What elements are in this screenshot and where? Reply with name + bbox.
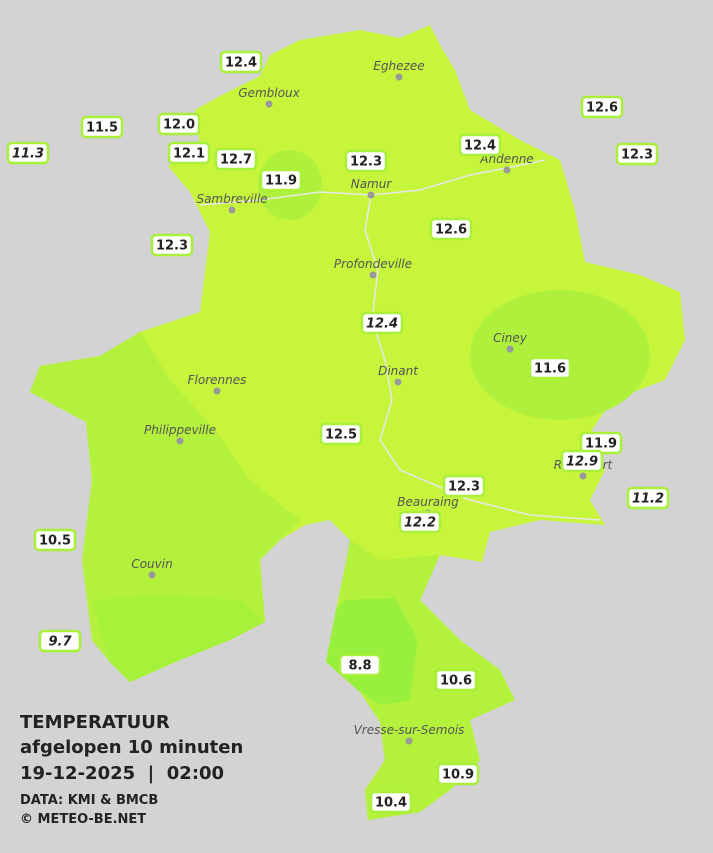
town-label: Namur [351, 177, 393, 191]
subtitle: afgelopen 10 minuten [20, 737, 243, 758]
town-dot [579, 472, 587, 480]
town-label: Profondeville [334, 257, 412, 271]
town-dot [395, 73, 403, 81]
town-dot [506, 345, 514, 353]
town-dot [148, 571, 156, 579]
town-label: Florennes [188, 373, 247, 387]
station-value: 12.6 [435, 223, 467, 238]
town-dot [369, 271, 377, 279]
station-value: 12.9 [566, 455, 598, 470]
town-dot [228, 206, 236, 214]
station-box [442, 474, 486, 498]
station-box [338, 653, 382, 677]
town-label: Beauraing [397, 495, 459, 509]
town-label: Couvin [131, 557, 172, 571]
station-value: 12.3 [350, 155, 382, 170]
town-label: Eghezee [373, 59, 424, 73]
river [199, 159, 601, 521]
station-box [167, 141, 211, 165]
station-box [6, 141, 50, 165]
station-value: 12.4 [366, 317, 398, 332]
station-box [458, 133, 502, 157]
station-box [80, 115, 124, 139]
station-value: 10.6 [440, 674, 472, 689]
station-box [33, 528, 77, 552]
station-box [615, 142, 659, 166]
datetime: 19-12-2025 | 02:00 [20, 763, 224, 784]
title: TEMPERATUUR [20, 712, 170, 733]
station-box [214, 147, 258, 171]
station-value: 12.0 [163, 118, 195, 133]
station-value: 9.7 [48, 635, 72, 650]
town-dot [367, 191, 375, 199]
station-value: 10.9 [442, 768, 474, 783]
source: DATA: KMI & BMCB [20, 793, 158, 808]
station-box [369, 790, 413, 814]
station-value: 10.5 [39, 534, 71, 549]
station-value: 11.5 [86, 121, 118, 136]
station-value: 12.1 [173, 147, 205, 162]
station-value: 11.3 [12, 147, 44, 162]
town-label: Vresse-sur-Semois [354, 723, 465, 737]
station-box [528, 356, 572, 380]
station-box [319, 422, 363, 446]
town-label: Sambreville [196, 192, 267, 206]
credit: © METEO-BE.NET [20, 812, 146, 827]
town-dot [503, 166, 511, 174]
station-value: 8.8 [348, 659, 371, 674]
station-box [626, 486, 670, 510]
station-value: 12.3 [448, 480, 480, 495]
town-label: Gembloux [238, 86, 300, 100]
station-box [436, 762, 480, 786]
station-value: 12.4 [464, 139, 496, 154]
station-value: 11.9 [265, 174, 297, 189]
station-value: 12.4 [225, 56, 257, 71]
town-dot [213, 387, 221, 395]
town-dot [176, 437, 184, 445]
station-box [429, 217, 473, 241]
station-box [38, 629, 82, 653]
station-box [259, 168, 303, 192]
cool-zone [30, 332, 300, 682]
cool-zone [326, 598, 418, 705]
station-box [398, 510, 442, 534]
station-box [150, 233, 194, 257]
station-value: 12.3 [621, 148, 653, 163]
station-value: 11.9 [585, 437, 617, 452]
station-box [560, 449, 604, 473]
town-label: Dinant [378, 364, 419, 378]
station-value: 11.6 [534, 362, 566, 377]
cool-zone [470, 290, 650, 420]
town-dot [394, 378, 402, 386]
town-dot [405, 737, 413, 745]
station-box [434, 668, 478, 692]
station-box [219, 50, 263, 74]
station-value: 12.6 [586, 101, 618, 116]
station-value: 12.5 [325, 428, 357, 443]
station-box [157, 112, 201, 136]
station-value: 10.4 [375, 796, 407, 811]
town-dot [265, 100, 273, 108]
station-value: 12.3 [156, 239, 188, 254]
station-value: 11.2 [632, 492, 664, 507]
station-value: 12.2 [404, 516, 436, 531]
town-label: Philippeville [144, 423, 216, 437]
cool-zone [92, 595, 265, 682]
town-label: Ciney [493, 331, 528, 345]
station-box [360, 311, 404, 335]
station-value: 12.7 [220, 153, 252, 168]
station-box [344, 149, 388, 173]
station-box [580, 95, 624, 119]
